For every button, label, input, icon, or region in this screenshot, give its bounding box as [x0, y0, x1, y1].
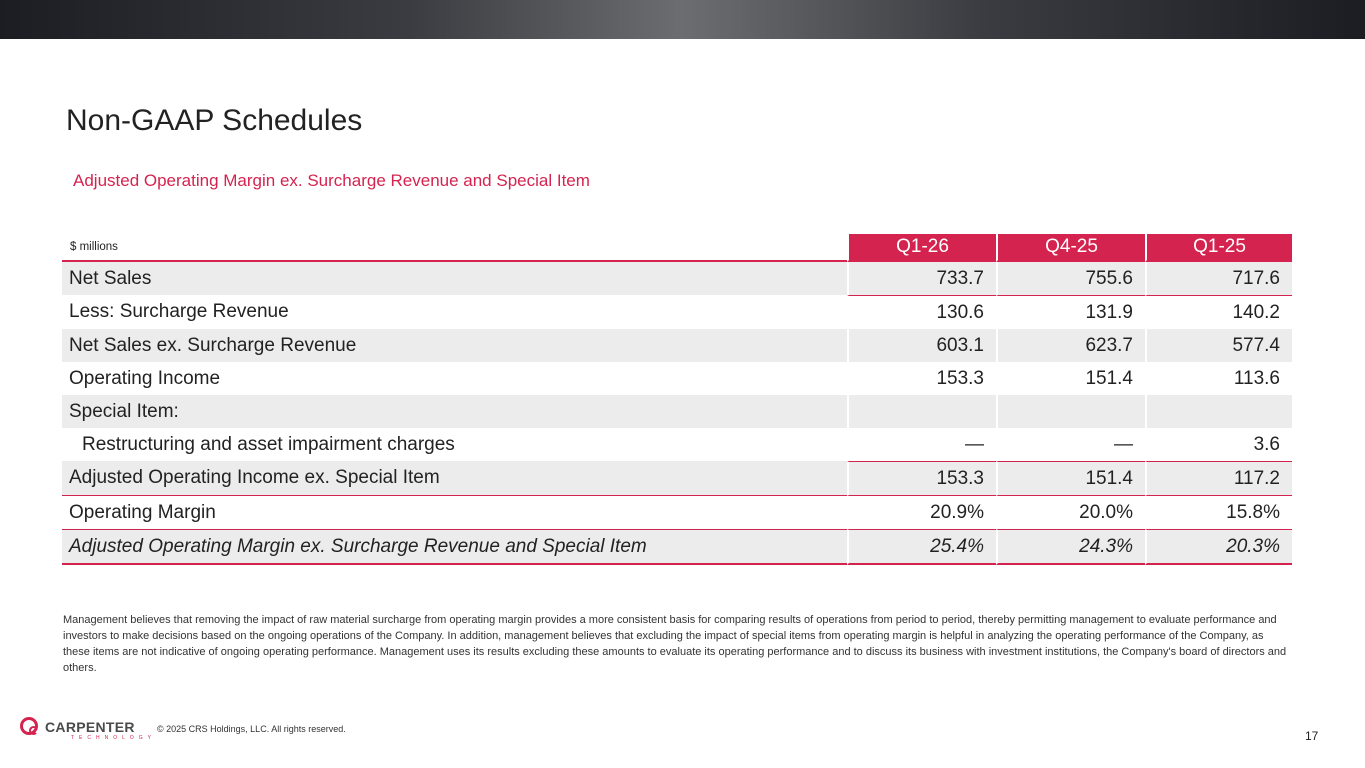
cell-value: 603.1 — [847, 329, 996, 362]
row-label: Operating Margin — [62, 496, 847, 530]
cell-value: 20.9% — [847, 496, 996, 530]
cell-value: 20.3% — [1145, 530, 1292, 565]
cell-value: 577.4 — [1145, 329, 1292, 362]
cell-value: 130.6 — [847, 295, 996, 329]
copyright-notice: © 2025 CRS Holdings, LLC. All rights res… — [157, 724, 346, 734]
row-label: Adjusted Operating Margin ex. Surcharge … — [62, 530, 847, 565]
cell-value: 623.7 — [996, 329, 1145, 362]
page-number: 17 — [1305, 729, 1319, 743]
page-title: Non-GAAP Schedules — [66, 104, 363, 137]
cell-value: — — [847, 428, 996, 461]
cell-value: 140.2 — [1145, 295, 1292, 329]
row-label: Operating Income — [69, 367, 221, 389]
logo-subtext: TECHNOLOGY — [71, 735, 157, 741]
cell-value — [847, 395, 996, 428]
cell-value: 733.7 — [847, 262, 996, 295]
cell-value: 151.4 — [996, 362, 1145, 395]
column-header-q4-25: Q4-25 — [996, 234, 1145, 262]
top-banner — [0, 0, 1365, 39]
cell-value: 717.6 — [1145, 262, 1292, 295]
row-label: Restructuring and asset impairment charg… — [82, 433, 455, 455]
cell-value: 153.3 — [847, 461, 996, 496]
cell-value — [996, 395, 1145, 428]
table-row: Special Item: — [62, 395, 1292, 428]
non-gaap-table: $ millions Q1-26 Q4-25 Q1-25 Net Sales 7… — [62, 234, 1292, 565]
cell-value — [1145, 395, 1292, 428]
cell-value: 3.6 — [1145, 428, 1292, 461]
logo-wordmark: CARPENTER — [45, 719, 135, 735]
row-label: Adjusted Operating Income ex. Special It… — [62, 461, 847, 496]
table-row: Less: Surcharge Revenue 130.6 131.9 140.… — [62, 295, 1292, 329]
cell-value: 25.4% — [847, 530, 996, 565]
row-label: Less: Surcharge Revenue — [69, 301, 289, 322]
cell-value: 755.6 — [996, 262, 1145, 295]
cell-value: 24.3% — [996, 530, 1145, 565]
cell-value: 151.4 — [996, 461, 1145, 496]
cell-value: 153.3 — [847, 362, 996, 395]
table-row: Operating Margin 20.9% 20.0% 15.8% — [62, 496, 1292, 530]
table-row: Restructuring and asset impairment charg… — [62, 428, 1292, 461]
table-row: Net Sales 733.7 755.6 717.6 — [62, 262, 1292, 295]
management-note: Management believes that removing the im… — [63, 614, 1287, 674]
carpenter-logo: CARPENTER TECHNOLOGY — [20, 717, 151, 743]
table-header-row: $ millions Q1-26 Q4-25 Q1-25 — [62, 234, 1292, 262]
units-label: $ millions — [62, 234, 847, 262]
column-header-q1-25: Q1-25 — [1145, 234, 1292, 262]
row-label: Net Sales — [62, 262, 847, 295]
cell-value: — — [996, 428, 1145, 461]
cell-value: 15.8% — [1145, 496, 1292, 530]
cell-value: 131.9 — [996, 295, 1145, 329]
cell-value: 20.0% — [996, 496, 1145, 530]
table-row: Operating Income 153.3 151.4 113.6 — [62, 362, 1292, 395]
row-label: Net Sales ex. Surcharge Revenue — [62, 329, 847, 362]
row-label: Special Item: — [62, 395, 847, 428]
table-subtitle: Adjusted Operating Margin ex. Surcharge … — [73, 171, 590, 190]
cell-value: 117.2 — [1145, 461, 1292, 496]
cell-value: 113.6 — [1145, 362, 1292, 395]
table-row: Adjusted Operating Income ex. Special It… — [62, 461, 1292, 496]
logo-mark-icon — [20, 717, 38, 735]
table-row: Net Sales ex. Surcharge Revenue 603.1 62… — [62, 329, 1292, 362]
table-row: Adjusted Operating Margin ex. Surcharge … — [62, 530, 1292, 565]
column-header-q1-26: Q1-26 — [847, 234, 996, 262]
